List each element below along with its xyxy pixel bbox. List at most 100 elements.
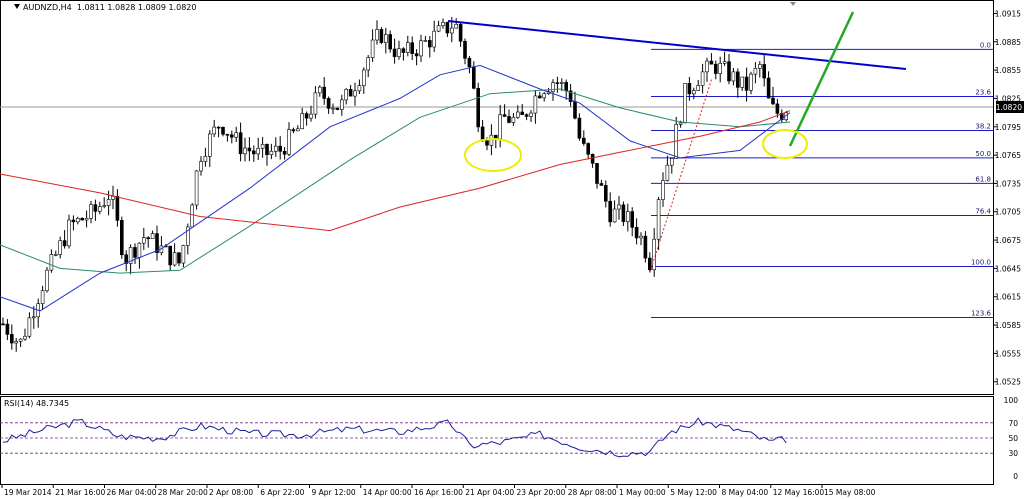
candle-body: [199, 161, 203, 172]
candle-body: [291, 129, 296, 132]
candle-body: [502, 114, 507, 117]
candle-body: [749, 73, 753, 91]
candle-body: [194, 170, 199, 206]
candle-body: [53, 254, 58, 256]
candle-body: [14, 341, 18, 344]
candle-body: [300, 113, 305, 130]
candle-body: [18, 338, 23, 342]
candle-body: [379, 29, 384, 43]
candle-body: [564, 82, 569, 92]
fib-level-label: 38.2: [975, 123, 991, 131]
current-price-value: 1.0820: [996, 103, 1022, 112]
candle-body: [581, 137, 586, 144]
candle-body: [700, 71, 705, 86]
fib-level-label: 100.0: [971, 259, 991, 267]
candle-body: [260, 143, 265, 149]
candle-body: [709, 60, 714, 65]
candle-body: [357, 85, 362, 92]
candle-body: [401, 48, 406, 53]
candle-body: [221, 126, 225, 135]
candle-body: [76, 218, 80, 223]
candle-body: [230, 134, 234, 138]
candle-body: [31, 316, 36, 319]
candle-body: [71, 219, 76, 223]
time-tick-label: 19 Mar 2014: [4, 488, 52, 497]
candle-body: [665, 164, 670, 181]
candle-body: [49, 254, 54, 271]
candle-body: [643, 235, 648, 259]
price-axis: 1.0915 1.0885 1.0855 1.0825 1.0795 1.0765 1.07…: [993, 9, 1021, 387]
candle-body: [683, 83, 687, 124]
candle-body: [168, 245, 172, 266]
time-tick-label: 28 Apr 08:00: [568, 488, 617, 497]
time-tick-label: 6 Apr 22:00: [260, 488, 304, 497]
candle-body: [577, 117, 582, 139]
price-tick-label: 1.0915: [995, 9, 1021, 18]
candle-body: [630, 211, 635, 228]
candle-body: [678, 122, 683, 125]
candle-body: [353, 90, 357, 97]
candle-body: [186, 226, 190, 246]
candle-body: [691, 90, 696, 95]
candle-body: [458, 23, 463, 42]
candle-body: [775, 103, 780, 114]
time-tick-label: 5 May 12:00: [670, 488, 717, 497]
symbol-dropdown-icon[interactable]: [14, 4, 20, 9]
candle-body: [375, 29, 379, 41]
candle-body: [304, 113, 309, 119]
candle-body: [542, 93, 547, 99]
ma-blue-line: [0, 64, 791, 312]
candle-body: [449, 27, 454, 34]
candle-body: [150, 233, 155, 240]
candle-body: [243, 147, 247, 155]
candle-body: [23, 335, 27, 340]
candle-body: [713, 63, 718, 74]
candle-body: [203, 156, 208, 162]
time-tick-label: 16 Apr 16:00: [414, 488, 463, 497]
candle-body: [423, 40, 428, 42]
candle-body: [639, 235, 643, 239]
candle-body: [555, 82, 560, 84]
candle-body: [647, 257, 652, 271]
candle-body: [537, 95, 542, 99]
chart-shift-marker[interactable]: [790, 2, 796, 6]
candle-body: [612, 208, 617, 223]
quote-values: 1.0811 1.0828 1.0809 1.0820: [76, 3, 197, 12]
candle-body: [361, 69, 366, 86]
candle-body: [128, 247, 133, 264]
candle-body: [489, 134, 494, 146]
candle-body: [67, 219, 71, 247]
candle-body: [441, 22, 445, 27]
rsi-indicator: 100 70 50 30 0: [0, 396, 1018, 481]
candle-body: [414, 53, 419, 57]
candle-body: [106, 199, 111, 206]
candle-body: [480, 126, 485, 142]
chart-header: AUDNZD,H4 1.0811 1.0828 1.0809 1.0820: [14, 3, 196, 12]
candle-body: [27, 317, 32, 337]
candle-body: [62, 240, 67, 247]
price-tick-label: 1.0855: [995, 66, 1021, 75]
time-tick-label: 14 Apr 00:00: [363, 488, 412, 497]
candle-body: [595, 163, 599, 184]
candle-body: [731, 71, 736, 82]
candle-body: [58, 240, 63, 255]
candle-body: [256, 147, 261, 155]
time-tick-label: 2 Apr 08:00: [209, 488, 253, 497]
price-tick-label: 1.0645: [995, 264, 1021, 273]
price-tick-label: 1.0675: [995, 236, 1021, 245]
candle-body: [656, 199, 661, 240]
rsi-tick-label: 50: [1008, 434, 1018, 443]
price-tick-label: 1.0885: [995, 38, 1021, 47]
candle-body: [454, 23, 459, 29]
candle-body: [287, 129, 291, 155]
candle-body: [366, 57, 371, 71]
price-tick-label: 1.0615: [995, 293, 1021, 302]
candle-body: [427, 40, 432, 48]
rsi-line: [2, 417, 787, 458]
candle-body: [247, 147, 252, 152]
candle-body: [634, 227, 639, 239]
rsi-panel-frame: [0, 396, 994, 485]
candle-body: [652, 238, 657, 271]
candle-body: [718, 62, 723, 74]
support-ellipse-right: [762, 129, 808, 159]
